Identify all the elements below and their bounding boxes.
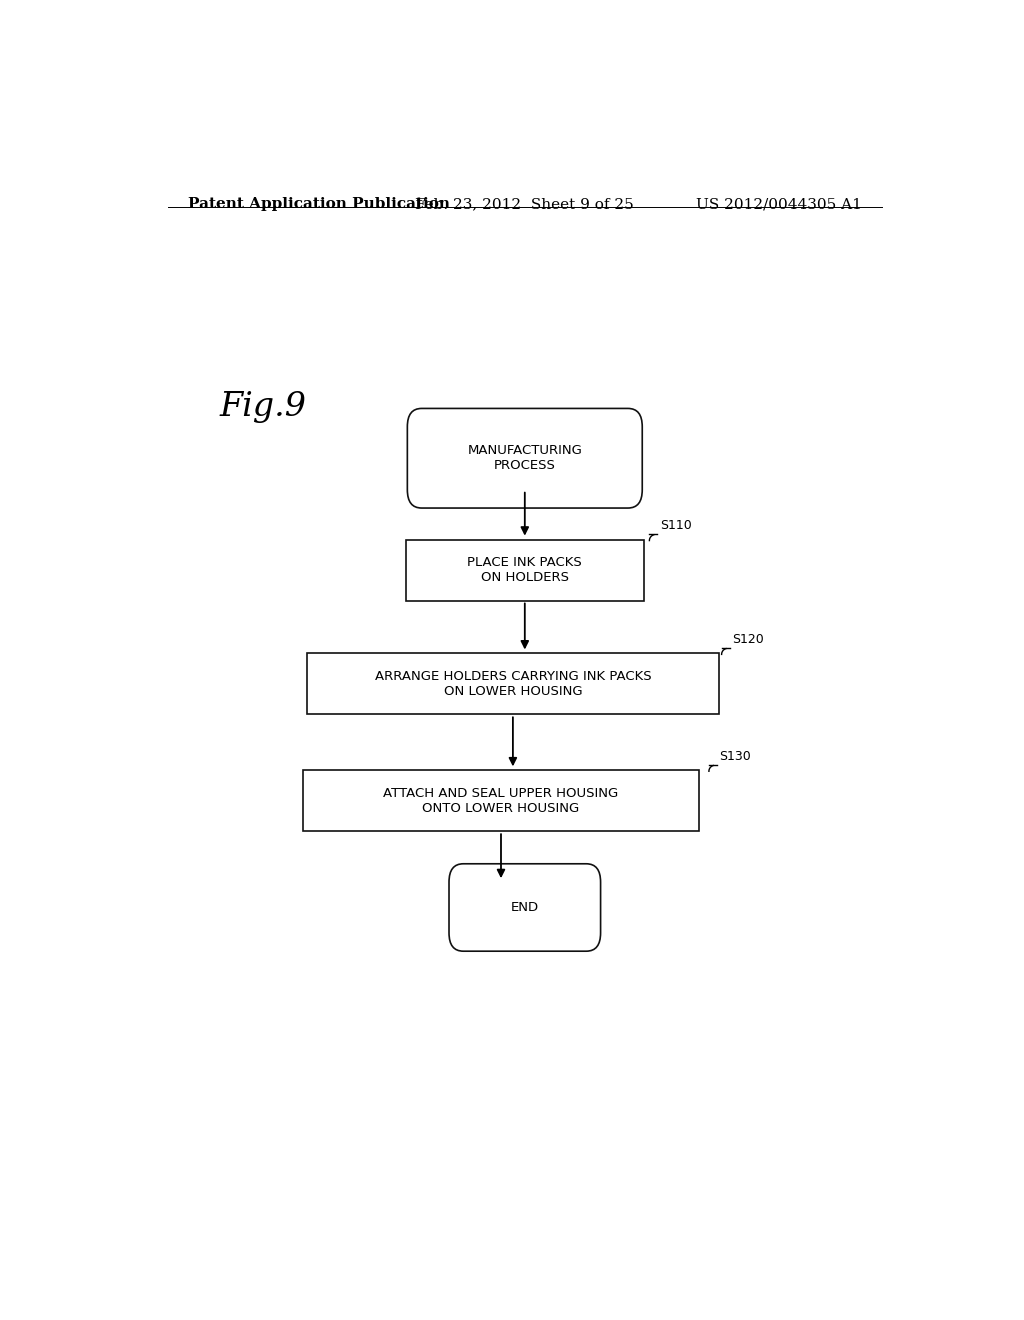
- Text: Feb. 23, 2012  Sheet 9 of 25: Feb. 23, 2012 Sheet 9 of 25: [416, 197, 634, 211]
- FancyBboxPatch shape: [449, 863, 601, 952]
- Text: S130: S130: [719, 750, 751, 763]
- FancyBboxPatch shape: [406, 540, 644, 601]
- Text: PLACE INK PACKS
ON HOLDERS: PLACE INK PACKS ON HOLDERS: [467, 556, 583, 583]
- Text: END: END: [511, 902, 539, 913]
- Text: S120: S120: [732, 634, 764, 647]
- FancyBboxPatch shape: [303, 771, 699, 832]
- Text: MANUFACTURING
PROCESS: MANUFACTURING PROCESS: [467, 445, 583, 473]
- FancyBboxPatch shape: [306, 653, 719, 714]
- Text: Fig.9: Fig.9: [219, 392, 306, 424]
- Text: ATTACH AND SEAL UPPER HOUSING
ONTO LOWER HOUSING: ATTACH AND SEAL UPPER HOUSING ONTO LOWER…: [383, 787, 618, 814]
- Text: ARRANGE HOLDERS CARRYING INK PACKS
ON LOWER HOUSING: ARRANGE HOLDERS CARRYING INK PACKS ON LO…: [375, 669, 651, 698]
- Text: Patent Application Publication: Patent Application Publication: [187, 197, 450, 211]
- Text: S110: S110: [659, 520, 691, 532]
- FancyBboxPatch shape: [408, 408, 642, 508]
- Text: US 2012/0044305 A1: US 2012/0044305 A1: [696, 197, 862, 211]
